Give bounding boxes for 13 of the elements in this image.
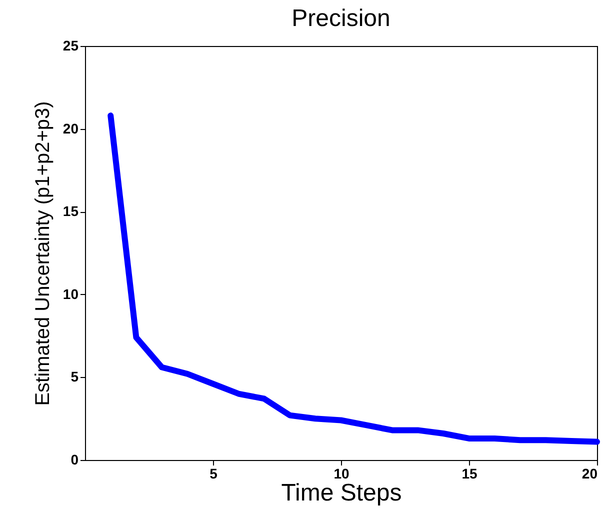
x-tick-label: 20 (582, 466, 598, 482)
x-tick-label: 10 (334, 466, 350, 482)
x-tick-label: 5 (210, 466, 218, 482)
y-tick-label: 5 (70, 368, 79, 385)
chart-title: Precision (292, 5, 390, 32)
y-tick-label: 20 (62, 120, 79, 136)
y-tick-label: 15 (62, 203, 79, 220)
y-tick-label: 10 (62, 286, 79, 302)
y-tick-label: 0 (70, 452, 79, 468)
y-axis-title: Estimated Uncertainty (p1+p2+p3) (32, 101, 54, 406)
y-tick-label: 25 (62, 38, 79, 54)
x-tick-label: 15 (462, 466, 478, 482)
x-axis-title: Time Steps (281, 480, 402, 506)
